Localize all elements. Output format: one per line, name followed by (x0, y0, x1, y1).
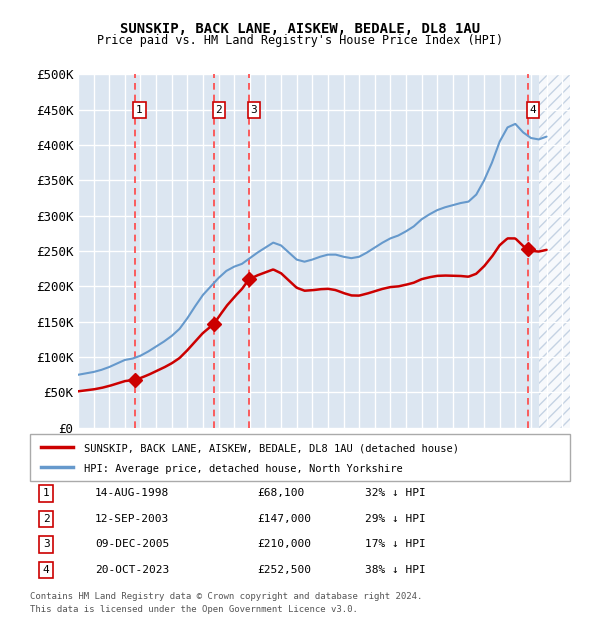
Bar (539, 74, 570, 428)
Text: £210,000: £210,000 (257, 539, 311, 549)
Text: 2: 2 (215, 105, 222, 115)
Text: SUNSKIP, BACK LANE, AISKEW, BEDALE, DL8 1AU (detached house): SUNSKIP, BACK LANE, AISKEW, BEDALE, DL8 … (84, 444, 459, 454)
Text: 17% ↓ HPI: 17% ↓ HPI (365, 539, 425, 549)
Text: Contains HM Land Registry data © Crown copyright and database right 2024.: Contains HM Land Registry data © Crown c… (30, 592, 422, 601)
Text: 3: 3 (250, 105, 257, 115)
Text: 20-OCT-2023: 20-OCT-2023 (95, 565, 169, 575)
Text: 32% ↓ HPI: 32% ↓ HPI (365, 489, 425, 498)
FancyBboxPatch shape (30, 434, 570, 481)
Text: £147,000: £147,000 (257, 514, 311, 524)
Text: 4: 4 (43, 565, 50, 575)
Text: Price paid vs. HM Land Registry's House Price Index (HPI): Price paid vs. HM Land Registry's House … (97, 34, 503, 47)
Text: 29% ↓ HPI: 29% ↓ HPI (365, 514, 425, 524)
Text: 2: 2 (43, 514, 50, 524)
Bar (539, 74, 570, 428)
Text: 38% ↓ HPI: 38% ↓ HPI (365, 565, 425, 575)
Text: £68,100: £68,100 (257, 489, 304, 498)
Text: 1: 1 (43, 489, 50, 498)
Text: 1: 1 (136, 105, 143, 115)
Text: £252,500: £252,500 (257, 565, 311, 575)
Text: 4: 4 (529, 105, 536, 115)
Text: SUNSKIP, BACK LANE, AISKEW, BEDALE, DL8 1AU: SUNSKIP, BACK LANE, AISKEW, BEDALE, DL8 … (120, 22, 480, 36)
Text: This data is licensed under the Open Government Licence v3.0.: This data is licensed under the Open Gov… (30, 604, 358, 614)
Text: 12-SEP-2003: 12-SEP-2003 (95, 514, 169, 524)
Text: 09-DEC-2005: 09-DEC-2005 (95, 539, 169, 549)
Text: 3: 3 (43, 539, 50, 549)
Text: 14-AUG-1998: 14-AUG-1998 (95, 489, 169, 498)
Text: HPI: Average price, detached house, North Yorkshire: HPI: Average price, detached house, Nort… (84, 464, 403, 474)
